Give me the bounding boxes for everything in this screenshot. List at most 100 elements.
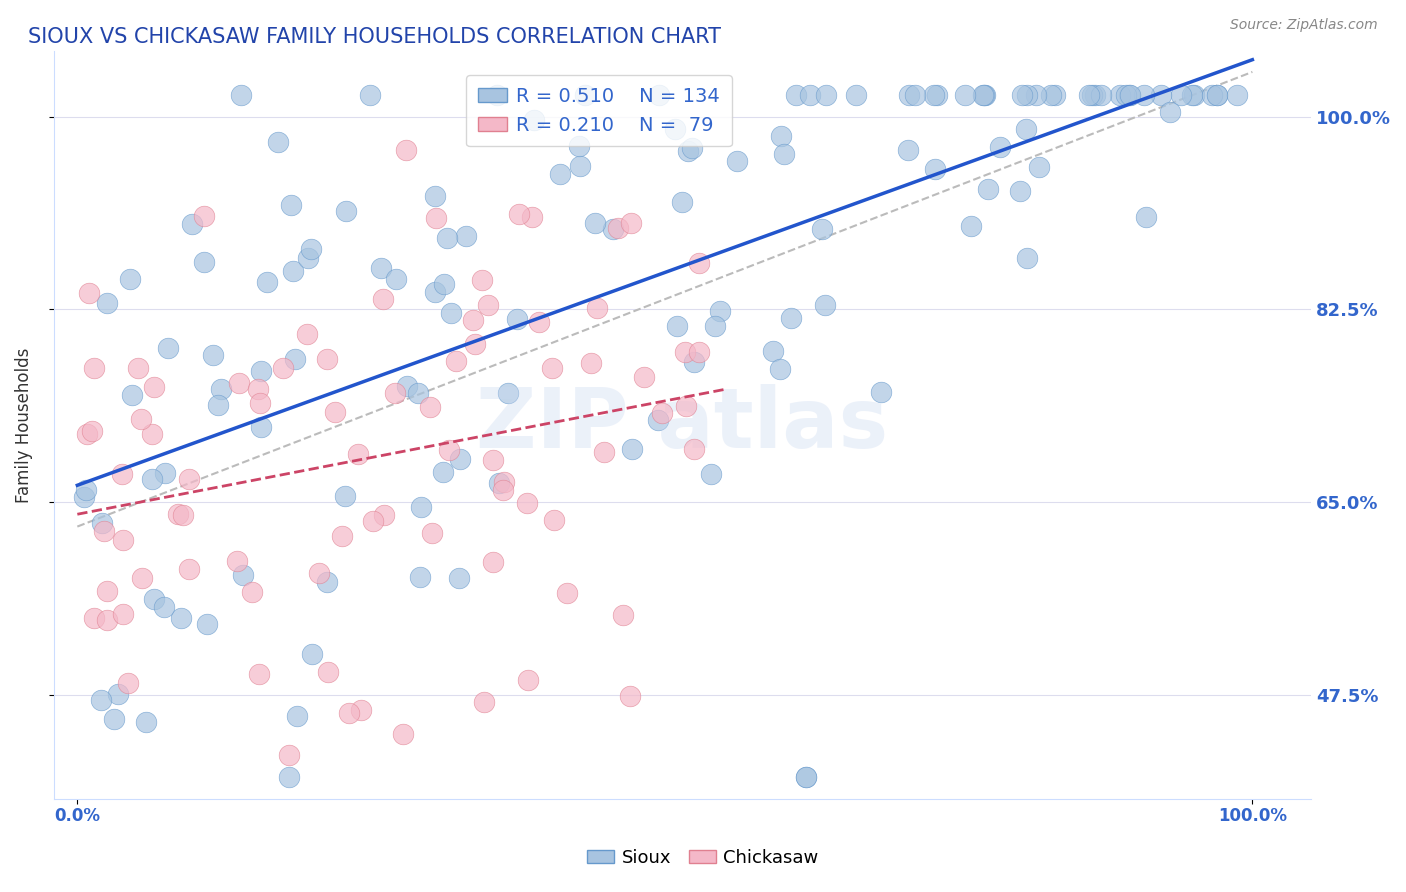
Point	[973, 87, 995, 102]
Point	[315, 351, 337, 366]
Point	[153, 467, 176, 481]
Point	[541, 360, 564, 375]
Point	[142, 379, 165, 393]
Point	[90, 693, 112, 707]
Point	[583, 217, 606, 231]
Point	[1015, 122, 1038, 136]
Point	[75, 483, 97, 498]
Point	[444, 354, 467, 368]
Point	[333, 489, 356, 503]
Point	[111, 607, 134, 622]
Point	[93, 524, 115, 538]
Text: SIOUX VS CHICKASAW FAMILY HOUSEHOLDS CORRELATION CHART: SIOUX VS CHICKASAW FAMILY HOUSEHOLDS COR…	[28, 27, 721, 46]
Point	[602, 222, 624, 236]
Point	[315, 574, 337, 589]
Point	[794, 770, 817, 784]
Point	[141, 472, 163, 486]
Point	[472, 695, 495, 709]
Point	[972, 87, 994, 102]
Point	[548, 167, 571, 181]
Point	[1118, 87, 1140, 102]
Point	[1015, 87, 1038, 102]
Point	[612, 608, 634, 623]
Point	[555, 586, 578, 600]
Point	[922, 87, 945, 102]
Point	[1159, 104, 1181, 119]
Point	[794, 770, 817, 784]
Point	[664, 122, 686, 136]
Text: 0.0%: 0.0%	[55, 807, 100, 825]
Point	[135, 715, 157, 730]
Point	[592, 445, 614, 459]
Point	[240, 585, 263, 599]
Point	[167, 507, 190, 521]
Point	[363, 514, 385, 528]
Point	[337, 706, 360, 721]
Point	[370, 260, 392, 275]
Point	[471, 273, 494, 287]
Point	[281, 264, 304, 278]
Point	[395, 143, 418, 157]
Point	[488, 476, 510, 491]
Point	[762, 343, 785, 358]
Point	[953, 87, 976, 102]
Point	[391, 727, 413, 741]
Point	[673, 344, 696, 359]
Point	[96, 584, 118, 599]
Point	[373, 293, 395, 307]
Point	[96, 613, 118, 627]
Point	[202, 348, 225, 362]
Point	[1201, 87, 1223, 102]
Point	[496, 385, 519, 400]
Point	[870, 384, 893, 399]
Point	[1170, 87, 1192, 102]
Point	[927, 87, 949, 102]
Point	[131, 571, 153, 585]
Point	[277, 770, 299, 784]
Legend: Sioux, Chickasaw: Sioux, Chickasaw	[581, 842, 825, 874]
Point	[633, 369, 655, 384]
Point	[683, 355, 706, 369]
Point	[249, 363, 271, 377]
Point	[256, 275, 278, 289]
Point	[350, 703, 373, 717]
Point	[619, 690, 641, 704]
Point	[1205, 87, 1227, 102]
Point	[1132, 87, 1154, 102]
Point	[1115, 87, 1137, 102]
Point	[120, 272, 142, 286]
Point	[301, 647, 323, 661]
Point	[527, 315, 550, 329]
Point	[683, 442, 706, 456]
Point	[709, 304, 731, 318]
Point	[581, 356, 603, 370]
Point	[810, 222, 832, 236]
Point	[247, 382, 270, 396]
Point	[433, 277, 456, 292]
Point	[127, 361, 149, 376]
Point	[977, 181, 1000, 195]
Point	[117, 675, 139, 690]
Text: ZIP atlas: ZIP atlas	[477, 384, 889, 466]
Point	[232, 567, 254, 582]
Point	[103, 712, 125, 726]
Point	[432, 465, 454, 479]
Point	[207, 398, 229, 412]
Point	[112, 533, 135, 548]
Point	[299, 243, 322, 257]
Point	[688, 344, 710, 359]
Point	[681, 140, 703, 154]
Point	[456, 228, 478, 243]
Point	[543, 513, 565, 527]
Point	[621, 442, 644, 457]
Point	[1028, 161, 1050, 175]
Point	[506, 312, 529, 326]
Point	[226, 554, 249, 568]
Point	[323, 405, 346, 419]
Point	[516, 673, 538, 688]
Point	[1206, 87, 1229, 102]
Point	[267, 135, 290, 149]
Point	[780, 310, 803, 325]
Point	[973, 87, 995, 102]
Point	[1045, 87, 1067, 102]
